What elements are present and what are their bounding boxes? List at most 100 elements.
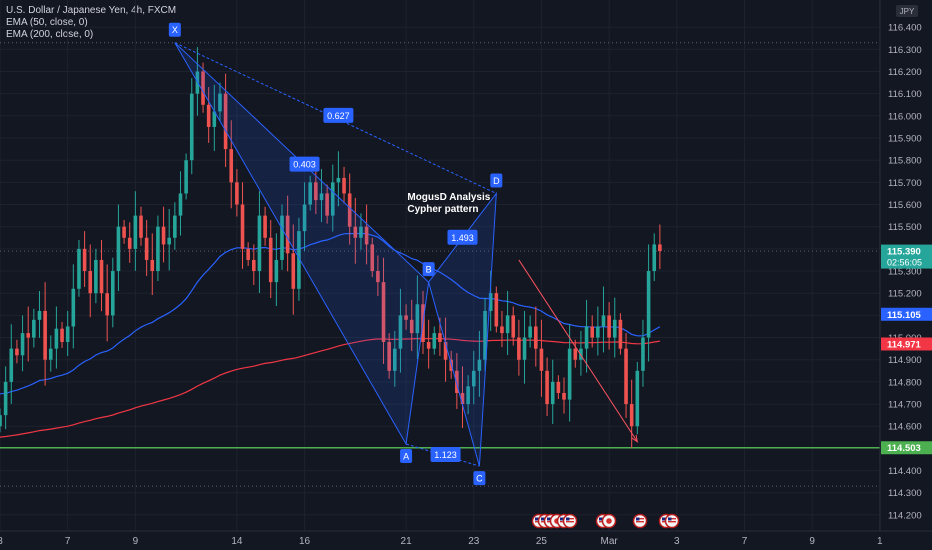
countdown-label: 02:56:05 [887,258,922,268]
candle [517,337,521,360]
candle [342,177,346,194]
candle [173,215,177,238]
pattern-ratio-badge [323,107,354,123]
time-tick-label: 9 [133,536,139,547]
candle [60,328,64,342]
candle [426,341,431,349]
candle [511,315,516,338]
candle [161,226,166,245]
pattern-point-label: A [403,451,409,461]
candle [432,333,437,349]
candle [562,392,566,400]
price-tick-label: 116.000 [888,111,922,122]
candle [212,111,217,127]
candle [9,348,14,382]
price-marker [881,244,932,269]
candle [505,315,510,334]
candle [319,193,324,201]
candle [483,310,487,360]
time-tick-label: 7 [65,536,71,547]
candle [314,182,318,201]
candle [257,215,262,272]
price-marker [881,441,932,455]
projection-arrow [518,259,638,443]
candle [353,226,358,238]
candle [573,348,578,360]
candle [302,204,307,232]
candle [567,348,572,400]
candle [545,370,549,405]
pattern-point-label: B [426,265,432,275]
pattern-point-badge [422,262,435,277]
candle [641,337,645,371]
projection-arrowhead [631,434,639,443]
candle [488,293,493,311]
us-flag-icon [632,513,648,529]
candle [280,215,284,260]
candle [111,271,115,316]
pattern-point-badge [473,471,486,486]
candle [364,226,369,245]
candle [37,310,42,320]
price-tick-label: 114.800 [888,377,922,388]
candle [297,231,301,289]
candle [415,304,420,334]
price-tick-label: 116.100 [888,89,922,100]
ema50-line [0,232,661,395]
candle [381,282,386,342]
pattern-ratio-label: 1.123 [434,450,457,460]
pattern-ratio-badge [289,156,320,172]
candle [612,319,617,338]
price-tick-label: 116.300 [888,45,922,56]
candle [15,348,19,356]
pattern-line-ac [405,443,480,467]
candle [635,370,640,427]
candle [550,381,555,405]
price-marker-label: 115.390 [887,247,921,258]
candle [223,93,228,150]
candle [528,326,532,338]
time-tick-label: 25 [536,536,548,547]
candle [398,315,403,349]
candle [65,326,70,342]
candle [116,226,121,272]
candle [460,392,465,405]
candle [629,404,634,427]
candle [274,259,279,283]
candle [438,333,442,342]
candle [167,237,171,245]
candle [268,237,273,283]
price-tick-label: 115.500 [888,222,922,233]
candle [658,244,662,252]
candle [139,215,143,238]
candle [624,348,628,405]
candles [0,47,662,449]
candle [584,326,589,349]
candle [607,315,611,338]
candle [235,182,239,205]
jp-flag-icon [601,513,617,529]
candle [409,319,414,334]
candle [534,326,538,349]
price-tick-label: 115.800 [888,156,922,167]
ema200-legend: EMA (200, close, 0) [6,29,94,40]
price-marker-label: 115.105 [887,310,922,321]
price-tick-label: 114.900 [888,355,922,366]
candle [144,237,149,260]
pattern-point-label: C [476,474,483,484]
candle [20,333,25,356]
candle [43,310,47,360]
price-axis [880,0,932,550]
price-marker-label: 114.503 [887,443,921,454]
candle [556,381,561,393]
candle [94,259,98,294]
candle [601,315,606,327]
candle [26,333,30,338]
time-tick-label: Mar [601,536,619,547]
candle [590,326,594,338]
candle [0,415,2,427]
candle [596,326,600,338]
candle [88,271,93,294]
time-tick-label: 14 [231,536,243,547]
